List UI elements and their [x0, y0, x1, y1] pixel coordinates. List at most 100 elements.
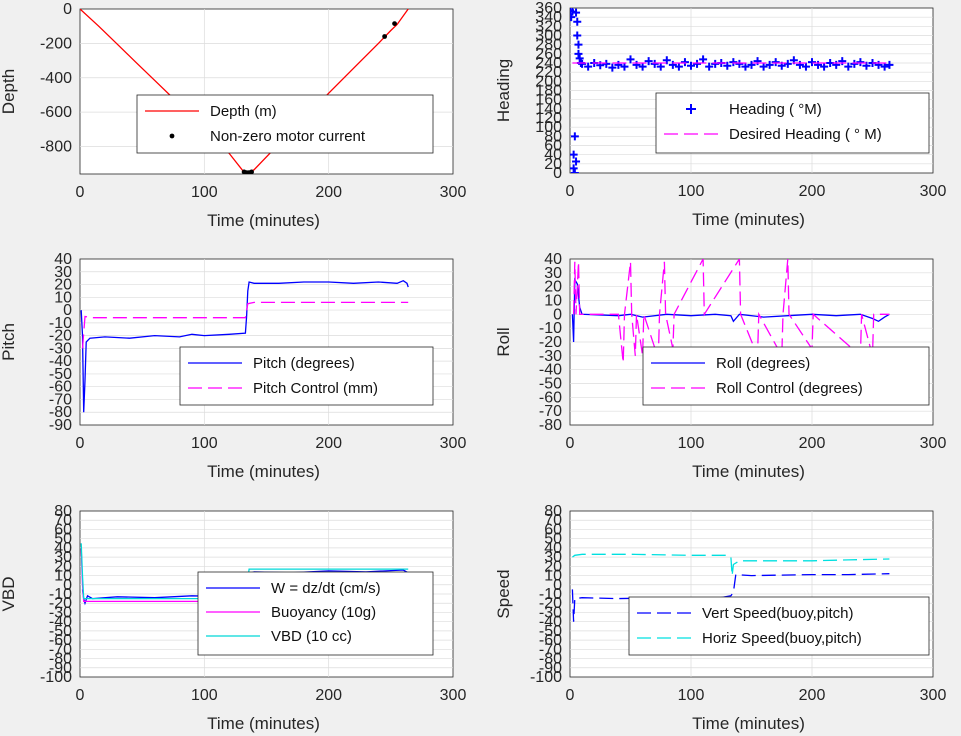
roll-ylabel: Roll	[494, 327, 513, 356]
heading-series-0-point-19	[602, 59, 611, 68]
speed-ytick-3: -70	[539, 641, 562, 658]
heading-series-0-point-58	[838, 57, 847, 66]
heading-ytick-14: 280	[535, 37, 562, 54]
roll-ytick-3: -50	[539, 376, 562, 393]
vbd-ytick-0: -100	[40, 669, 72, 686]
speed-xtick-0: 0	[566, 687, 575, 704]
speed-ytick-14: 40	[544, 540, 562, 557]
depth-ylabel: Depth	[0, 69, 18, 114]
heading-series-0-point-44	[753, 57, 762, 66]
depth-ytick-4: -800	[40, 139, 72, 156]
depth-xtick-1: 100	[191, 184, 218, 201]
speed-ytick-10: 0	[553, 577, 562, 594]
speed-ytick-15: 50	[544, 531, 562, 548]
heading-legend-box	[655, 92, 930, 154]
heading-series-0-point-11	[574, 40, 583, 49]
depth-legend-label-0: Depth (m)	[210, 103, 277, 120]
pitch-ytick-11: 20	[54, 277, 72, 294]
heading-ytick-15: 300	[535, 28, 562, 45]
heading-series-0-point-31	[674, 62, 683, 71]
vbd-xtick-0: 0	[76, 687, 85, 704]
heading-ytick-18: 360	[535, 0, 562, 17]
vbd-legend-label-1: Buoyancy (10g)	[271, 604, 376, 621]
pitch-series-1-line	[81, 301, 409, 349]
vbd-ytick-3: -70	[49, 641, 72, 658]
vbd-ytick-14: 40	[54, 540, 72, 557]
vbd-ytick-11: 10	[54, 568, 72, 585]
heading-series-0-point-59	[844, 62, 853, 71]
heading-series-0-point-53	[808, 58, 816, 67]
roll-ytick-0: -80	[539, 417, 562, 434]
roll-ytick-7: -10	[539, 320, 562, 337]
roll-legend-label-1: Roll Control (degrees)	[716, 380, 863, 397]
roll-ytick-1: -70	[539, 403, 562, 420]
heading-series-0-point-61	[856, 58, 865, 67]
depth-panel: 0 100 200 300 0 -200 -400 -600 -800 Time (minutes…	[0, 1, 466, 230]
roll-legend-label-0: Roll (degrees)	[716, 355, 810, 372]
heading-series-0-point-9	[573, 17, 582, 26]
depth-xtick-0: 0	[76, 184, 85, 201]
vbd-ytick-5: -50	[49, 623, 72, 640]
pitch-ytick-2: -70	[49, 391, 72, 408]
pitch-ytick-10: 10	[54, 289, 72, 306]
heading-series-0-point-23	[626, 55, 635, 64]
heading-series-0-point-46	[765, 60, 774, 69]
vbd-ytick-16: 60	[54, 521, 72, 538]
pitch-xtick-1: 100	[191, 435, 218, 452]
heading-series-0-point-12	[574, 49, 583, 58]
heading-series-0-point-36	[705, 62, 714, 71]
roll-xtick-2: 200	[799, 435, 826, 452]
roll-xlabel: Time (minutes)	[692, 462, 805, 481]
heading-series-0-point-45	[759, 62, 768, 71]
heading-series-0-point-35	[699, 55, 708, 64]
heading-series-0-point-43	[747, 60, 756, 69]
pitch-panel: 0 100 200 300-90-80-70-60-50-40-30-20-10010…	[0, 251, 466, 481]
speed-ytick-9: -10	[539, 586, 562, 603]
pitch-xtick-3: 300	[440, 435, 467, 452]
heading-series-0-point-65	[880, 62, 889, 71]
heading-series-0-point-6	[570, 169, 579, 173]
heading-series-0-point-34	[693, 59, 702, 68]
depth-series-1-point-3	[249, 169, 254, 174]
roll-ytick-8: 0	[553, 306, 562, 323]
heading-ytick-9: 180	[535, 83, 562, 100]
heading-xtick-1: 100	[678, 183, 705, 200]
vbd-legend-label-0: W = dz/dt (cm/s)	[271, 580, 381, 597]
speed-ytick-13: 30	[544, 549, 562, 566]
heading-series-0-point-62	[862, 61, 871, 70]
depth-legend-label-1: Non-zero motor current	[210, 128, 366, 145]
depth-data	[80, 9, 409, 174]
heading-ytick-1: 20	[544, 156, 562, 173]
vbd-legend-label-2: VBD (10 cc)	[271, 628, 352, 645]
heading-series-0-point-47	[771, 58, 780, 67]
roll-ytick-9: 10	[544, 293, 562, 310]
roll-ytick-12: 40	[544, 251, 562, 268]
vbd-ytick-17: 70	[54, 512, 72, 529]
speed-ytick-16: 60	[544, 521, 562, 538]
speed-ytick-5: -50	[539, 623, 562, 640]
heading-series-0-point-51	[795, 60, 804, 69]
depth-series-1-point-4	[382, 34, 388, 39]
roll-legend: Roll (degrees) Roll Control (degrees)	[642, 346, 930, 406]
pitch-ytick-6: -30	[49, 340, 72, 357]
speed-ytick-8: -20	[539, 595, 562, 612]
heading-series-0-point-41	[735, 59, 744, 68]
heading-series-0-point-49	[783, 59, 792, 68]
heading-series-0-point-21	[614, 60, 623, 69]
pitch-ytick-8: -10	[49, 315, 72, 332]
vbd-legend: W = dz/dt (cm/s) Buoyancy (10g) VBD (10 cc…	[197, 571, 434, 656]
speed-xtick-2: 200	[799, 687, 826, 704]
roll-legend-box	[642, 346, 930, 406]
vbd-ytick-6: -40	[49, 614, 72, 631]
pitch-ytick-1: -80	[49, 404, 72, 421]
vbd-ytick-4: -60	[49, 632, 72, 649]
heading-series-0-point-27	[650, 59, 659, 68]
heading-ytick-2: 40	[544, 147, 562, 164]
heading-ytick-0: 0	[553, 165, 562, 182]
heading-series-0-point-24	[632, 60, 641, 69]
heading-series-0-point-32	[680, 58, 689, 67]
heading-series-0-point-30	[668, 60, 677, 69]
depth-series-1-point-5	[392, 21, 397, 27]
vbd-xtick-3: 300	[440, 687, 467, 704]
